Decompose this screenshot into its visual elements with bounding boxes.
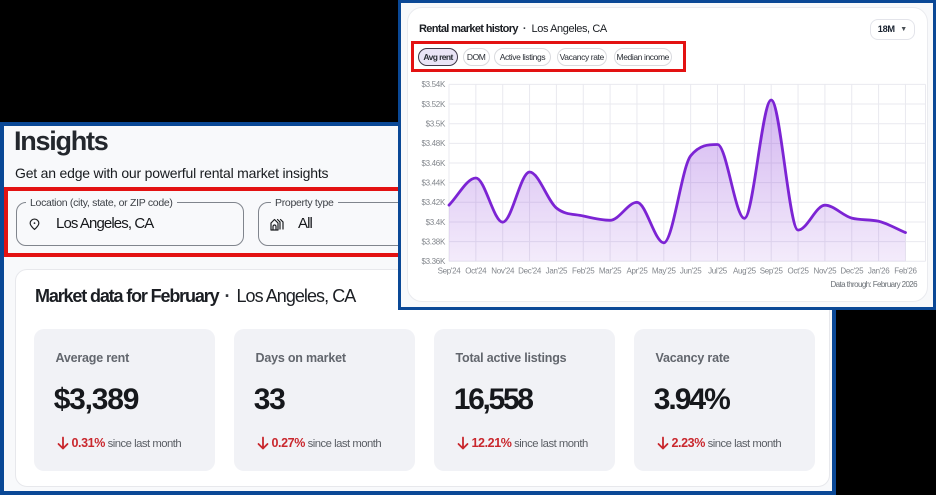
svg-text:$3.54K: $3.54K	[421, 80, 446, 89]
svg-text:Dec'25: Dec'25	[840, 267, 864, 276]
svg-text:Aug'25: Aug'25	[733, 267, 757, 276]
svg-text:Oct'24: Oct'24	[465, 267, 487, 276]
svg-text:May'25: May'25	[652, 267, 677, 276]
svg-text:$3.36K: $3.36K	[421, 257, 446, 266]
svg-text:Apr'25: Apr'25	[626, 267, 648, 276]
svg-text:$3.38K: $3.38K	[421, 237, 446, 246]
svg-text:$3.5K: $3.5K	[426, 120, 446, 129]
svg-text:Jan'26: Jan'26	[868, 267, 890, 276]
svg-text:Data through: February 2026: Data through: February 2026	[830, 280, 918, 289]
svg-text:$3.48K: $3.48K	[421, 139, 446, 148]
svg-text:Jun'25: Jun'25	[680, 267, 702, 276]
svg-text:Sep'24: Sep'24	[438, 267, 462, 276]
svg-text:$3.52K: $3.52K	[421, 100, 446, 109]
svg-text:$3.42K: $3.42K	[421, 198, 446, 207]
svg-text:Nov'24: Nov'24	[491, 267, 515, 276]
svg-text:$3.44K: $3.44K	[421, 179, 446, 188]
svg-text:Feb'26: Feb'26	[894, 267, 917, 276]
svg-text:Mar'25: Mar'25	[599, 267, 622, 276]
svg-text:Dec'24: Dec'24	[518, 267, 542, 276]
svg-text:Jan'25: Jan'25	[546, 267, 568, 276]
svg-text:Oct'25: Oct'25	[788, 267, 810, 276]
svg-text:$3.4K: $3.4K	[426, 218, 446, 227]
svg-text:Nov'25: Nov'25	[813, 267, 837, 276]
svg-text:Sep'25: Sep'25	[760, 267, 784, 276]
svg-text:Jul'25: Jul'25	[708, 267, 728, 276]
svg-text:$3.46K: $3.46K	[421, 159, 446, 168]
svg-text:Feb'25: Feb'25	[572, 267, 595, 276]
